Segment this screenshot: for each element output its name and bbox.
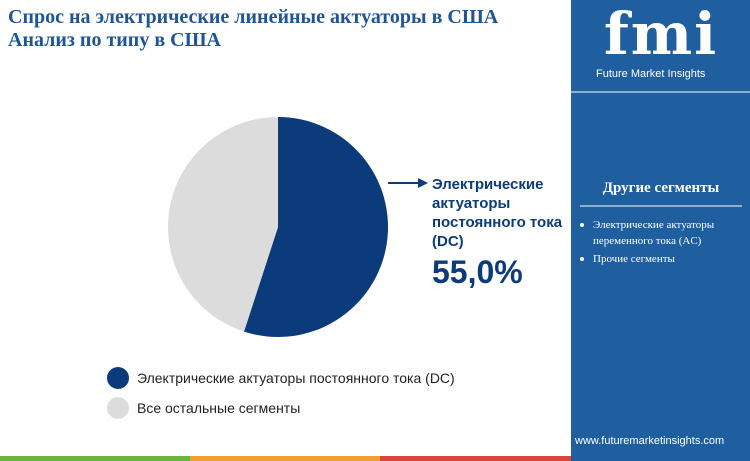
stripe <box>190 456 380 461</box>
sidebar-panel <box>571 0 750 461</box>
sidebar-item: Электрические актуаторы переменного тока… <box>593 219 715 247</box>
legend-label: Все остальные сегменты <box>137 400 301 416</box>
legend-marker <box>107 367 129 389</box>
logo: fmi <box>603 0 719 68</box>
bullet <box>580 223 584 227</box>
title-line: Спрос на электрические линейные актуатор… <box>8 6 499 28</box>
stripe <box>380 456 571 461</box>
callout-label: Электрические актуаторы постоянного тока… <box>432 176 563 250</box>
brand-name: Future Market Insights <box>596 68 706 80</box>
title: Спрос на электрические линейные актуатор… <box>8 6 548 52</box>
legend-label: Электрические актуаторы постоянного тока… <box>137 370 455 386</box>
pie-slice <box>168 117 278 332</box>
legend-marker <box>107 397 129 419</box>
bullet <box>580 257 584 261</box>
pie-slice <box>244 117 388 337</box>
stripe <box>0 456 190 461</box>
url: www.futuremarketinsights.com <box>575 435 725 447</box>
callout-arrowhead <box>418 178 428 188</box>
title-line: Анализ по типу в США <box>8 29 221 51</box>
sidebar-item: Прочие сегменты <box>593 253 675 265</box>
sidebar-heading: Другие сегменты <box>602 180 720 196</box>
value-label: 55,0% <box>432 254 523 290</box>
